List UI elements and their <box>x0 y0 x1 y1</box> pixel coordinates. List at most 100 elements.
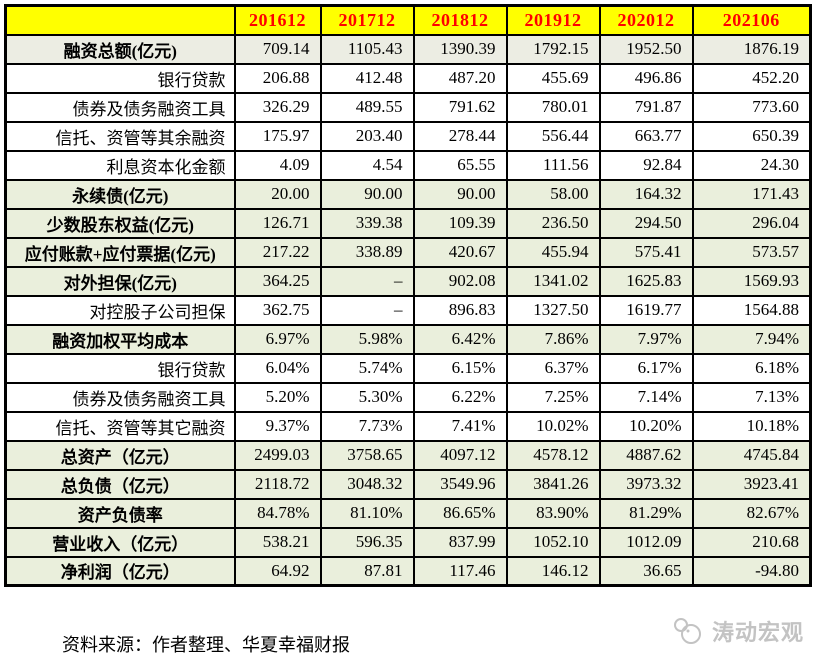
cell-value: 650.39 <box>691 120 812 152</box>
cell-value: 126.71 <box>233 207 322 239</box>
table-row: 融资加权平均成本 6.97% 5.98% 6.42% 7.86% 7.97% 7.94% <box>4 323 812 355</box>
cell-value: 2118.72 <box>233 468 322 500</box>
table-row: 总资产（亿元） 2499.03 3758.65 4097.12 4578.12 4887.… <box>4 439 812 471</box>
row-label: 利息资本化金额 <box>4 149 236 181</box>
row-label: 债券及债务融资工具 <box>4 91 236 123</box>
cell-value: 81.10% <box>319 497 415 529</box>
table-row: 资产负债率 84.78% 81.10% 86.65% 83.90% 81.29% 82.67… <box>4 497 812 529</box>
cell-value: 596.35 <box>319 526 415 558</box>
cell-value: 489.55 <box>319 91 415 123</box>
cell-value: 65.55 <box>412 149 508 181</box>
cell-value: 1341.02 <box>505 265 601 297</box>
row-label: 资产负债率 <box>4 497 236 529</box>
cell-value: 7.97% <box>598 323 694 355</box>
cell-value: 171.43 <box>691 178 812 210</box>
cell-value: 709.14 <box>233 33 322 65</box>
cell-value: 7.94% <box>691 323 812 355</box>
table-row: 银行贷款 206.88 412.48 487.20 455.69 496.86 452.20 <box>4 62 812 94</box>
row-label: 永续债(亿元) <box>4 178 236 210</box>
cell-value: 36.65 <box>598 555 694 587</box>
cell-value: 90.00 <box>319 178 415 210</box>
cell-value: 24.30 <box>691 149 812 181</box>
cell-value: 1792.15 <box>505 33 601 65</box>
cell-value: 206.88 <box>233 62 322 94</box>
cell-value: 3549.96 <box>412 468 508 500</box>
cell-value: 7.25% <box>505 381 601 413</box>
cell-value: 164.32 <box>598 178 694 210</box>
cell-value: 837.99 <box>412 526 508 558</box>
cell-value: 6.17% <box>598 352 694 384</box>
cell-value: 3048.32 <box>319 468 415 500</box>
row-label: 少数股东权益(亿元) <box>4 207 236 239</box>
year-column-header: 201712 <box>319 4 415 36</box>
cell-value: 203.40 <box>319 120 415 152</box>
cell-value: 10.18% <box>691 410 812 442</box>
cell-value: 6.18% <box>691 352 812 384</box>
year-column-header: 201812 <box>412 4 508 36</box>
cell-value: 452.20 <box>691 62 812 94</box>
cell-value: 117.46 <box>412 555 508 587</box>
cell-value: 364.25 <box>233 265 322 297</box>
row-label: 债券及债务融资工具 <box>4 381 236 413</box>
watermark: 涛动宏观 <box>672 615 804 647</box>
cell-value: 902.08 <box>412 265 508 297</box>
source-note: 资料来源：作者整理、华夏幸福财报 <box>62 635 350 655</box>
table-row: 对外担保(亿元) 364.25–902.08 1341.02 1625.83 1569.… <box>4 265 812 297</box>
table-body: 融资总额(亿元) 709.14 1105.43 1390.39 1792.15 1952.… <box>4 33 812 587</box>
row-label: 银行贷款 <box>4 62 236 94</box>
table-row: 信托、资管等其它融资 9.37% 7.73% 7.41% 10.02% 10.20% 10.… <box>4 410 812 442</box>
cell-value: 455.94 <box>505 236 601 268</box>
table-row: 应付账款+应付票据(亿元) 217.22 338.89 420.67 455.94 575… <box>4 236 812 268</box>
cell-value: 64.92 <box>233 555 322 587</box>
table-row: 永续债(亿元) 20.00 90.00 90.00 58.00 164.32 171.43 <box>4 178 812 210</box>
row-label: 融资加权平均成本 <box>4 323 236 355</box>
table-row: 债券及债务融资工具 5.20% 5.30% 6.22% 7.25% 7.14% 7.13% <box>4 381 812 413</box>
cell-value: 338.89 <box>319 236 415 268</box>
cell-value: 7.14% <box>598 381 694 413</box>
table-row: 总负债（亿元） 2118.72 3048.32 3549.96 3841.26 3973.… <box>4 468 812 500</box>
cell-value: 5.98% <box>319 323 415 355</box>
brand-text: 涛动宏观 <box>712 620 805 645</box>
year-column-header: 202012 <box>598 4 694 36</box>
brand-logo-icon <box>672 617 706 645</box>
cell-value: 2499.03 <box>233 439 322 471</box>
cell-value: 556.44 <box>505 120 601 152</box>
table-row: 债券及债务融资工具 326.29 489.55 791.62 780.01 791.87 7… <box>4 91 812 123</box>
cell-value: 111.56 <box>505 149 601 181</box>
cell-value: 496.86 <box>598 62 694 94</box>
cell-value: 4097.12 <box>412 439 508 471</box>
cell-value: 7.41% <box>412 410 508 442</box>
table-row: 银行贷款 6.04% 5.74% 6.15% 6.37% 6.17% 6.18% <box>4 352 812 384</box>
cell-value: 296.04 <box>691 207 812 239</box>
row-label: 信托、资管等其它融资 <box>4 410 236 442</box>
cell-value: 58.00 <box>505 178 601 210</box>
table-row: 融资总额(亿元) 709.14 1105.43 1390.39 1792.15 1952.… <box>4 33 812 65</box>
cell-value: 7.13% <box>691 381 812 413</box>
cell-value: 81.29% <box>598 497 694 529</box>
cell-value: 82.67% <box>691 497 812 529</box>
cell-value: 86.65% <box>412 497 508 529</box>
cell-value: 1390.39 <box>412 33 508 65</box>
cell-value: 663.77 <box>598 120 694 152</box>
cell-value: 1564.88 <box>691 294 812 326</box>
table-row: 营业收入（亿元） 538.21 596.35 837.99 1052.10 1012.09… <box>4 526 812 558</box>
cell-value: 20.00 <box>233 178 322 210</box>
cell-value: 7.73% <box>319 410 415 442</box>
cell-value: 455.69 <box>505 62 601 94</box>
cell-value: 1619.77 <box>598 294 694 326</box>
cell-value: 326.29 <box>233 91 322 123</box>
cell-value: 791.62 <box>412 91 508 123</box>
table-row: 净利润（亿元） 64.92 87.81 117.46 146.12 36.65 -94.80 <box>4 555 812 587</box>
row-label: 对控股子公司担保 <box>4 294 236 326</box>
cell-value: 1952.50 <box>598 33 694 65</box>
cell-value: 773.60 <box>691 91 812 123</box>
cell-value: 294.50 <box>598 207 694 239</box>
cell-value: 4.09 <box>233 149 322 181</box>
cell-value: 3973.32 <box>598 468 694 500</box>
row-label: 应付账款+应付票据(亿元) <box>4 236 236 268</box>
cell-value: 6.22% <box>412 381 508 413</box>
cell-value: 10.02% <box>505 410 601 442</box>
cell-value: 896.83 <box>412 294 508 326</box>
cell-value: 175.97 <box>233 120 322 152</box>
